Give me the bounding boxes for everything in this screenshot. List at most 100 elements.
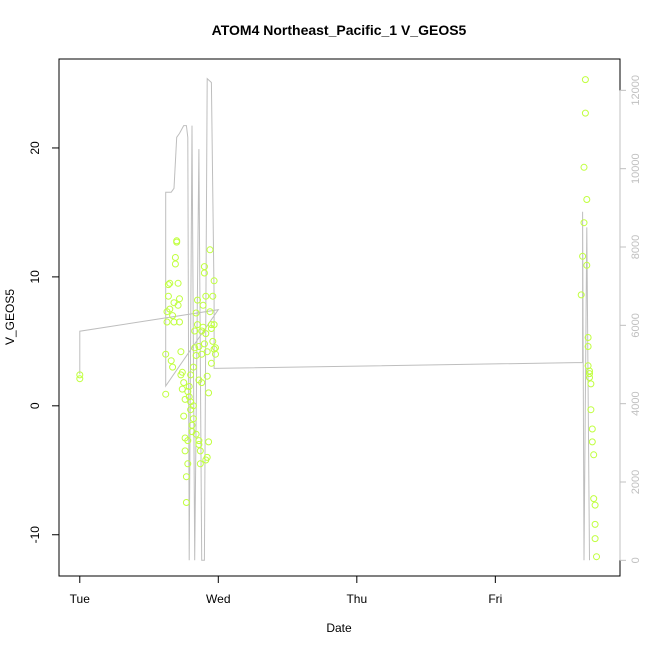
data-point: [212, 350, 219, 358]
data-point: [580, 163, 588, 171]
data-point: [173, 238, 181, 246]
data-point: [176, 295, 183, 303]
data-point: [191, 344, 199, 352]
data-point: [184, 460, 192, 468]
data-point: [195, 437, 203, 445]
data-point: [191, 327, 199, 335]
data-point: [171, 260, 179, 268]
x-axis: Tue Wed Thu Fri: [70, 575, 502, 606]
data-point: [210, 345, 218, 353]
data-point: [584, 362, 592, 370]
data-point: [196, 447, 204, 455]
data-point: [593, 553, 600, 561]
data-point: [182, 473, 190, 481]
data-point: [590, 495, 598, 503]
y2-axis: 0 2000 4000 6000 8000 10000 12000: [619, 75, 642, 563]
y2-tick-label: 10000: [630, 153, 642, 184]
data-point: [180, 412, 188, 420]
x-tick-label: Tue: [70, 592, 91, 606]
data-point: [583, 196, 591, 203]
data-point: [76, 371, 84, 379]
data-point: [586, 374, 593, 381]
y-tick-label: -10: [28, 526, 42, 544]
line-layer: [79, 77, 590, 561]
data-point: [192, 430, 200, 438]
data-point: [181, 447, 189, 455]
data-point: [579, 252, 587, 260]
y2-tick-label: 6000: [630, 313, 642, 337]
data-point: [198, 379, 206, 387]
data-point: [591, 535, 599, 543]
y-tick-label: 0: [28, 402, 42, 409]
data-point: [166, 305, 174, 313]
data-point: [591, 520, 599, 528]
data-point: [588, 438, 596, 446]
data-point: [209, 337, 217, 345]
data-point: [174, 279, 182, 287]
data-point: [196, 460, 204, 468]
x-axis-label: Date: [326, 621, 352, 635]
data-point: [180, 379, 188, 387]
data-point: [166, 279, 174, 287]
data-point: [587, 406, 595, 414]
data-point: [171, 254, 179, 261]
plot-area: [58, 58, 621, 577]
x-tick-label: Thu: [346, 592, 367, 606]
data-point: [203, 348, 211, 356]
data-point: [187, 371, 195, 379]
data-point: [169, 363, 177, 371]
data-point: [184, 388, 192, 396]
data-point: [207, 321, 215, 329]
y-axis-label: V_GEOS5: [3, 289, 17, 345]
data-point: [199, 323, 207, 331]
data-point: [189, 363, 197, 371]
data-point: [583, 261, 591, 269]
data-point: [200, 269, 208, 277]
y-axis: -10 0 10 20: [28, 141, 60, 544]
data-point: [178, 368, 186, 376]
data-point: [195, 343, 203, 350]
data-point: [169, 312, 177, 320]
data-point: [189, 415, 197, 423]
data-point: [182, 499, 190, 506]
data-point: [591, 501, 599, 509]
data-point: [577, 291, 585, 299]
y2-tick-label: 12000: [630, 75, 642, 106]
data-point: [581, 76, 589, 84]
data-point: [198, 350, 206, 358]
points-layer: [76, 76, 600, 561]
data-point: [202, 456, 210, 464]
data-point: [178, 385, 186, 393]
data-point: [184, 437, 192, 445]
data-point: [163, 318, 171, 326]
data-point: [176, 318, 183, 326]
data-point: [174, 301, 182, 309]
data-point: [581, 109, 589, 117]
x-tick-label: Fri: [488, 592, 502, 606]
y2-tick-label: 8000: [630, 235, 642, 259]
data-point: [586, 370, 593, 378]
data-point: [194, 296, 201, 304]
data-point: [164, 292, 172, 300]
data-point: [206, 246, 214, 254]
data-point: [199, 301, 207, 309]
data-point: [580, 219, 588, 227]
data-point: [207, 359, 215, 367]
data-point: [167, 357, 175, 365]
data-point: [587, 380, 595, 388]
data-point: [162, 390, 170, 398]
y2-tick-label: 0: [630, 557, 642, 563]
y-tick-label: 20: [28, 141, 42, 155]
data-point: [203, 372, 211, 380]
data-point: [210, 321, 218, 329]
data-point: [195, 441, 203, 448]
data-point: [162, 350, 170, 358]
data-point: [205, 389, 213, 397]
data-point: [164, 281, 172, 289]
y2-tick-label: 4000: [630, 391, 642, 415]
chart-title: ATOM4 Northeast_Pacific_1 V_GEOS5: [212, 22, 467, 38]
data-point: [202, 292, 210, 300]
data-point: [584, 343, 592, 350]
x-tick-label: Wed: [206, 592, 230, 606]
